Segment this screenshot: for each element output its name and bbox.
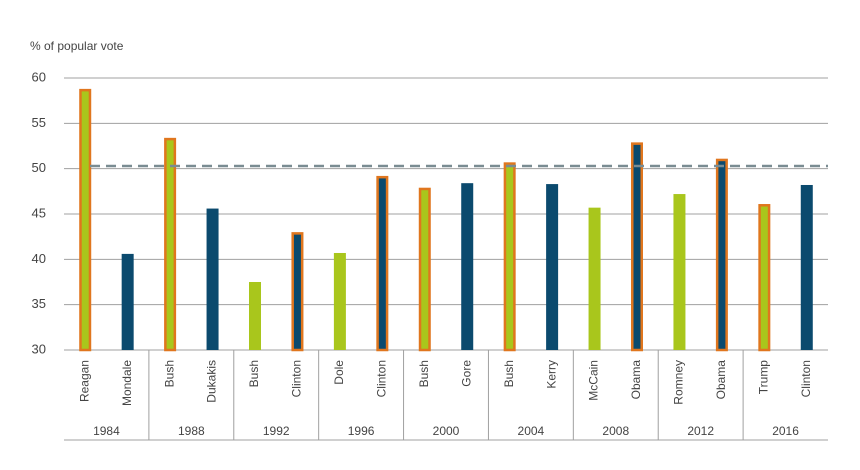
bar — [121, 253, 134, 350]
bar — [333, 252, 346, 350]
x-tick-label: Obama — [714, 360, 728, 400]
x-tick-label: Romney — [672, 360, 686, 405]
bar — [79, 88, 92, 352]
bar — [206, 208, 219, 350]
bar — [503, 162, 516, 352]
group-label: 1992 — [263, 424, 290, 438]
x-tick-label: Reagan — [77, 360, 91, 402]
bar — [800, 184, 813, 350]
group-label: 2016 — [772, 424, 799, 438]
group-label: 1996 — [348, 424, 375, 438]
bar — [376, 175, 389, 352]
group-label: 2004 — [518, 424, 545, 438]
y-tick-label: 50 — [32, 160, 46, 175]
x-tick-label: Kerry — [544, 360, 558, 389]
x-tick-label: Dukakis — [205, 360, 219, 403]
bar — [249, 282, 261, 350]
bar — [758, 204, 771, 352]
x-tick-label: Clinton — [799, 360, 813, 397]
bar — [461, 183, 474, 350]
x-tick-label: Bush — [502, 360, 516, 387]
bar — [631, 142, 643, 352]
y-tick-label: 45 — [32, 205, 46, 220]
group-label: 1988 — [178, 424, 205, 438]
x-tick-label: Clinton — [290, 360, 304, 397]
x-tick-label: McCain — [587, 360, 601, 401]
group-label: 1984 — [93, 424, 120, 438]
bar — [291, 232, 304, 352]
y-tick-label: 55 — [32, 115, 46, 130]
y-tick-label: 60 — [32, 69, 46, 84]
bar — [673, 194, 686, 350]
bar — [588, 207, 601, 350]
x-tick-label: Mondale — [120, 360, 134, 406]
bar — [546, 184, 559, 350]
y-tick-label: 35 — [32, 296, 46, 311]
group-label: 2000 — [433, 424, 460, 438]
x-tick-label: Bush — [417, 360, 431, 387]
y-axis-label: % of popular vote — [30, 39, 124, 53]
bar — [715, 158, 728, 352]
x-tick-label: Gore — [459, 360, 473, 387]
y-tick-label: 40 — [32, 251, 46, 266]
x-tick-label: Dole — [332, 360, 346, 385]
x-tick-label: Clinton — [375, 360, 389, 397]
bar — [164, 137, 177, 352]
x-tick-label: Bush — [162, 360, 176, 387]
group-label: 2012 — [687, 424, 714, 438]
x-tick-label: Bush — [247, 360, 261, 387]
group-label: 2008 — [602, 424, 629, 438]
bar — [418, 187, 431, 352]
x-tick-label: Obama — [629, 360, 643, 400]
y-tick-label: 30 — [32, 341, 46, 356]
x-tick-label: Trump — [757, 360, 771, 395]
